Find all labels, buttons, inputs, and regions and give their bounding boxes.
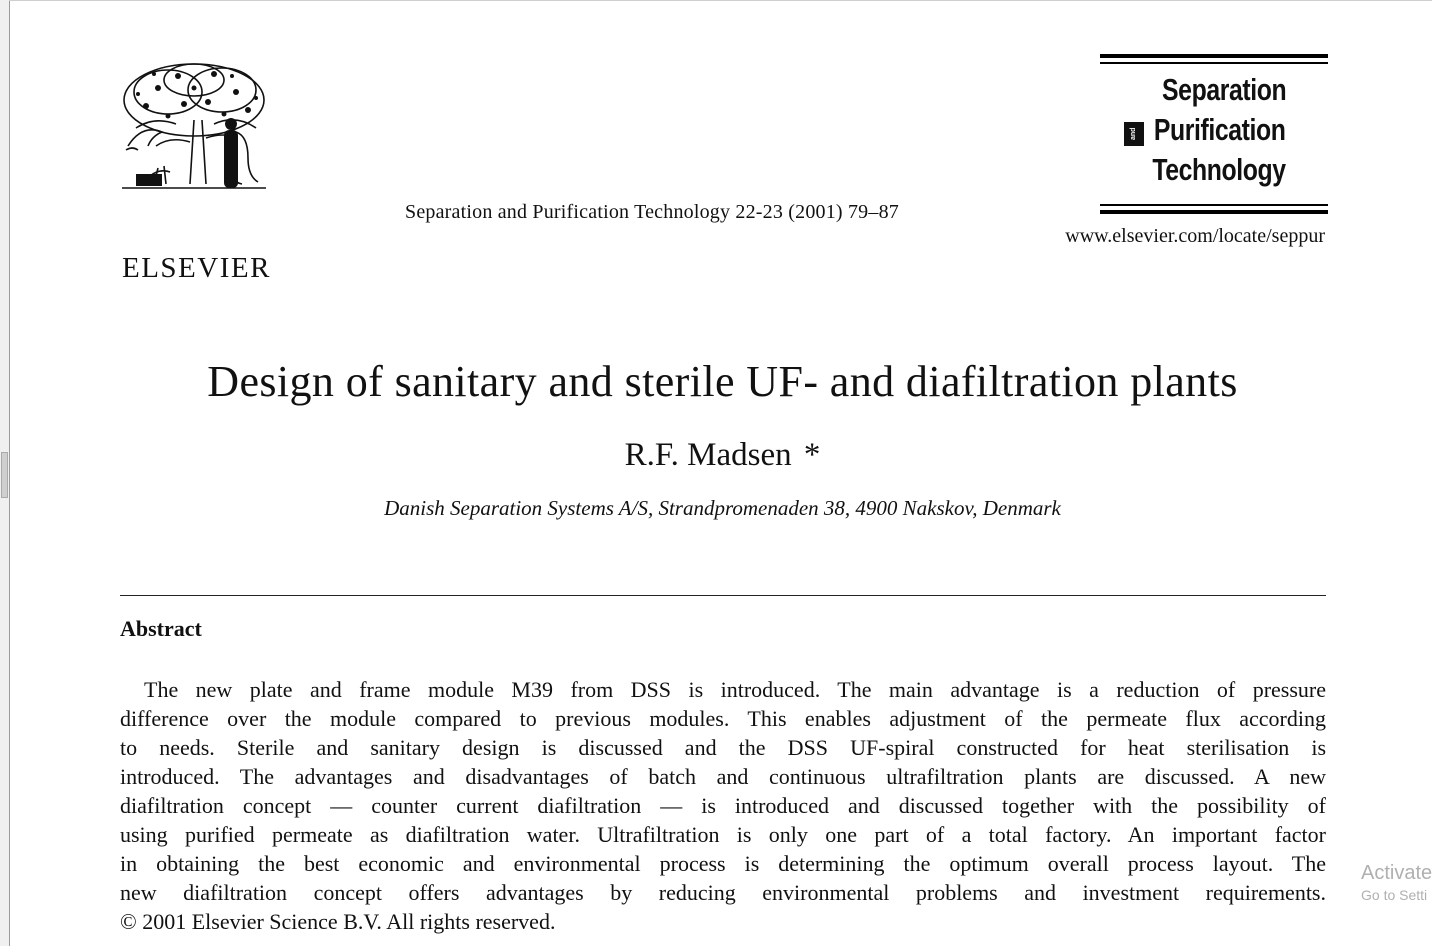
abstract-line: difference over the module compared to p… bbox=[120, 706, 1326, 731]
logo-rule bbox=[1100, 210, 1328, 214]
elsevier-wordmark: ELSEVIER bbox=[122, 252, 271, 284]
journal-citation: Separation and Purification Technology 2… bbox=[405, 201, 899, 223]
abstract-line: diafiltration concept — counter current … bbox=[120, 793, 1326, 818]
author-name: R.F. Madsen bbox=[624, 437, 792, 473]
page-top-border bbox=[9, 0, 1432, 1]
abstract-line: © 2001 Elsevier Science B.V. All rights … bbox=[120, 909, 556, 934]
journal-url[interactable]: www.elsevier.com/locate/seppur bbox=[1065, 225, 1325, 247]
author-affiliation: Danish Separation Systems A/S, Strandpro… bbox=[0, 496, 1432, 521]
abstract-body: The new plate and frame module M39 from … bbox=[120, 675, 1326, 936]
section-divider bbox=[120, 595, 1326, 596]
affiliation-text: Danish Separation Systems A/S, Strandpro… bbox=[384, 496, 1061, 520]
left-panel-edge[interactable] bbox=[0, 0, 10, 946]
abstract-line: new diafiltration concept offers advanta… bbox=[120, 880, 1326, 905]
logo-rule bbox=[1100, 62, 1328, 64]
watermark-line2: Go to Setti bbox=[1361, 887, 1428, 903]
journal-logo: Separation and Purification Technology bbox=[1100, 54, 1328, 216]
paper-title: Design of sanitary and sterile UF- and d… bbox=[0, 356, 1432, 407]
journal-logo-line1: Separation bbox=[1161, 72, 1287, 107]
title-text: Design of sanitary and sterile UF- and d… bbox=[207, 357, 1238, 406]
journal-logo-and-mark: and bbox=[1124, 122, 1144, 146]
elsevier-logo: ELSEVIER bbox=[118, 58, 270, 284]
logo-rule bbox=[1100, 54, 1328, 58]
abstract-line: in obtaining the best economic and envir… bbox=[120, 851, 1326, 876]
elsevier-tree-icon bbox=[122, 63, 266, 189]
watermark-line1: Activate bbox=[1361, 862, 1432, 884]
abstract-heading: Abstract bbox=[120, 616, 202, 641]
activation-watermark: Activate Go to Setti bbox=[1361, 862, 1432, 903]
panel-resize-handle[interactable] bbox=[1, 452, 8, 498]
author-footnote-mark[interactable]: * bbox=[803, 437, 821, 473]
abstract-line: The new plate and frame module M39 from … bbox=[144, 677, 1326, 702]
paper-author: R.F. Madsen * bbox=[0, 437, 1432, 474]
journal-logo-line3: Technology bbox=[1152, 152, 1287, 187]
journal-logo-line2: Purification bbox=[1154, 112, 1286, 147]
logo-rule bbox=[1100, 204, 1328, 206]
abstract-line: to needs. Sterile and sanitary design is… bbox=[120, 735, 1326, 760]
abstract-line: introduced. The advantages and disadvant… bbox=[120, 764, 1326, 789]
abstract-line: using purified permeate as diafiltration… bbox=[120, 822, 1326, 847]
